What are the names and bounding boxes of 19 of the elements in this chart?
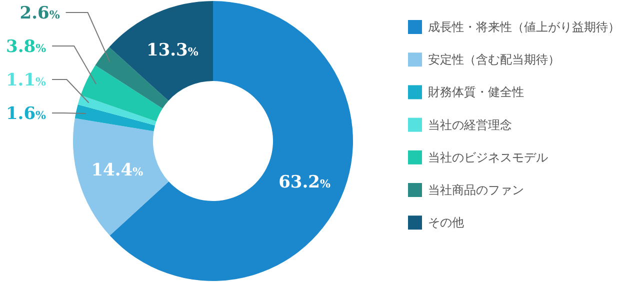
data-label: 3.8%	[6, 37, 47, 57]
donut-slice	[74, 104, 156, 132]
legend-label: 財務体質・健全性	[428, 85, 524, 100]
data-label: 63.2%	[278, 172, 331, 192]
data-label: 1.1%	[6, 70, 47, 90]
legend-label: 成長性・将来性（値上がり益期待）	[428, 20, 620, 34]
legend-label: 当社の経営理念	[428, 118, 512, 132]
donut-slice	[73, 118, 169, 236]
donut-slice	[78, 95, 156, 126]
legend-label: 当社のビジネスモデル	[428, 150, 548, 164]
donut-slice	[80, 65, 163, 122]
donut-slice	[109, 1, 213, 101]
legend-label: 当社商品のファン	[428, 183, 524, 197]
data-label: 14.4%	[91, 160, 144, 180]
data-label: 13.3%	[146, 40, 199, 61]
legend-label: 安定性（含む配当期待）	[428, 52, 560, 67]
data-label: 1.6%	[6, 104, 47, 124]
data-label: 2.6%	[20, 4, 60, 24]
legend-label: その他	[428, 216, 464, 230]
